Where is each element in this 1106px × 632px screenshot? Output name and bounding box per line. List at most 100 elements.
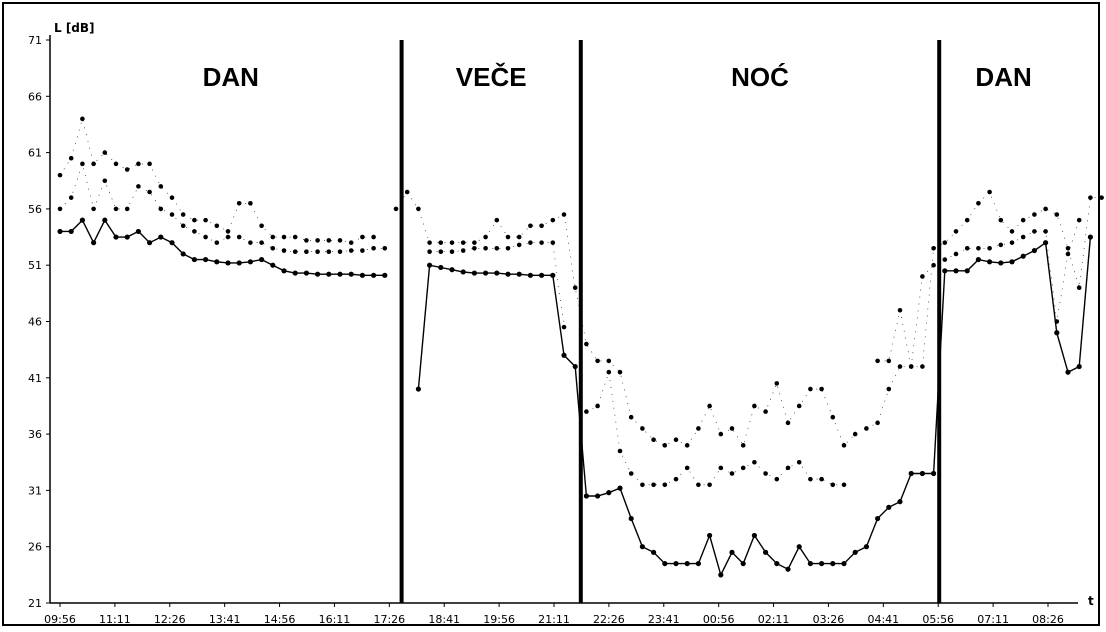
data-point [528,223,533,229]
data-point [180,212,186,217]
data-point [707,403,712,409]
data-point [281,234,287,240]
data-point [763,471,768,476]
data-point [1009,240,1015,245]
series-2-line [59,117,374,244]
data-point [819,476,824,482]
series-2-line [877,191,1102,367]
data-point [360,234,365,240]
x-tick-label: 05:56 [922,613,954,626]
data-point [1054,319,1060,324]
data-point [236,234,242,240]
data-point [292,234,298,240]
y-tick-label: 41 [28,372,42,385]
y-tick-label: 31 [28,484,42,497]
data-point [169,195,175,200]
y-axis-title: L [dB] [54,21,95,35]
y-tick-label: 71 [28,34,42,47]
y-tick-label: 26 [28,541,42,554]
data-point [964,246,970,251]
data-point [449,249,455,254]
data-point [617,369,623,375]
data-point [584,341,589,347]
data-point [91,206,96,212]
data-point [326,238,332,243]
x-tick-label: 07:11 [977,613,1009,626]
data-point [124,167,130,172]
data-point [91,161,96,167]
data-point [908,364,914,369]
data-point [304,249,309,254]
x-tick-label: 14:56 [264,613,296,626]
data-point [752,403,757,409]
data-point [561,212,567,217]
data-point [505,234,511,240]
data-point [774,381,780,386]
data-point [1043,206,1048,212]
data-point [662,482,668,488]
data-point [852,431,858,437]
x-axis-title: t [1088,594,1094,608]
data-point [192,217,197,223]
period-label: DAN [975,62,1031,92]
data-point [304,238,309,243]
series-0-line [60,218,385,276]
x-tick-label: 21:11 [538,613,570,626]
data-point [718,431,724,437]
data-point [124,206,130,212]
data-point [920,364,925,369]
data-point [516,234,522,240]
data-point [1076,217,1082,223]
data-point [136,161,141,167]
x-tick-label: 04:41 [867,613,899,626]
data-point [1020,234,1026,240]
data-point [1032,229,1037,234]
x-tick-label: 03:26 [813,613,845,626]
x-tick-label: 19:56 [483,613,515,626]
data-point [472,246,477,251]
data-point [729,426,735,431]
x-tick-label: 08:26 [1032,613,1064,626]
data-point [696,482,701,488]
data-point [1076,285,1082,291]
data-point [886,386,892,392]
x-tick-label: 22:26 [593,613,625,626]
data-point [976,246,981,251]
data-point [830,482,836,488]
x-tick-label: 12:26 [154,613,186,626]
data-point [225,234,231,240]
series-0-line [417,237,1092,577]
data-point [214,240,220,245]
data-point [270,234,276,240]
data-point [785,420,791,426]
data-point [595,358,600,364]
data-point [68,195,74,200]
series-2-line [395,191,856,447]
data-point [651,437,656,443]
data-point [438,240,444,245]
data-point [68,155,74,161]
x-tick-label: 02:11 [758,613,790,626]
period-label: VEČE [456,62,527,92]
y-tick-label: 51 [28,259,42,272]
data-point [270,246,276,251]
y-tick-label: 21 [28,597,42,610]
x-tick-label: 17:26 [373,613,405,626]
data-point [427,240,432,245]
data-point [1054,212,1060,217]
data-point [371,246,376,251]
data-point [931,246,936,251]
data-point [696,426,701,431]
x-tick-label: 13:41 [209,613,241,626]
data-point [472,240,477,245]
data-point [337,238,343,243]
data-point [404,189,410,195]
data-point [248,200,253,206]
data-point [1032,212,1037,217]
data-point [516,242,522,248]
data-point [1065,246,1071,251]
data-point [203,217,208,223]
x-tick-label: 00:56 [703,613,735,626]
